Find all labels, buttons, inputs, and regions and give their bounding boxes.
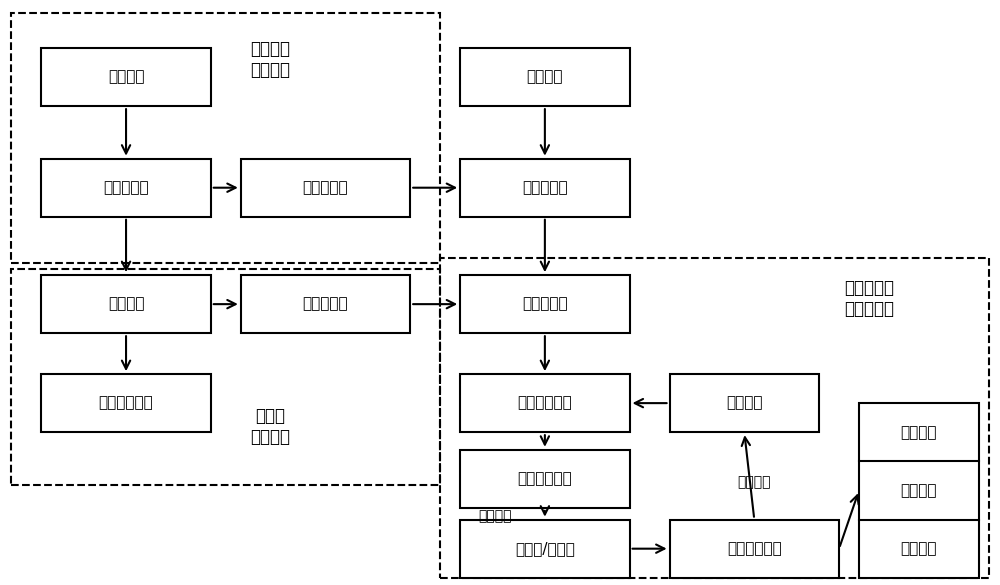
Text: 储能变流器: 储能变流器 xyxy=(303,297,348,312)
FancyBboxPatch shape xyxy=(41,275,211,333)
Text: 摩擦热能: 摩擦热能 xyxy=(901,425,937,440)
Text: 分布式
储能系统: 分布式 储能系统 xyxy=(251,407,291,446)
Text: 输出能量: 输出能量 xyxy=(478,510,512,524)
FancyBboxPatch shape xyxy=(460,519,630,578)
Text: 交流配电柜: 交流配电柜 xyxy=(522,180,568,195)
FancyBboxPatch shape xyxy=(460,275,630,333)
Text: 车载电池能
量回收系统: 车载电池能 量回收系统 xyxy=(844,279,894,318)
FancyBboxPatch shape xyxy=(460,450,630,508)
Text: 充电系统: 充电系统 xyxy=(726,395,763,411)
FancyBboxPatch shape xyxy=(41,48,211,106)
FancyBboxPatch shape xyxy=(460,48,630,106)
Text: 清洁能源
发电系统: 清洁能源 发电系统 xyxy=(251,40,291,79)
Text: 卡车储蓄电池: 卡车储蓄电池 xyxy=(518,395,572,411)
Text: 光伏组件: 光伏组件 xyxy=(108,70,144,85)
FancyBboxPatch shape xyxy=(460,159,630,217)
Text: 直流配电柜: 直流配电柜 xyxy=(103,180,149,195)
FancyBboxPatch shape xyxy=(460,374,630,432)
Text: 电动机/发电机: 电动机/发电机 xyxy=(515,541,575,556)
Text: 车辆充电站: 车辆充电站 xyxy=(522,297,568,312)
Text: 国家电网: 国家电网 xyxy=(527,70,563,85)
FancyBboxPatch shape xyxy=(670,374,819,432)
FancyBboxPatch shape xyxy=(859,403,979,578)
Text: 并网逆变器: 并网逆变器 xyxy=(303,180,348,195)
FancyBboxPatch shape xyxy=(41,159,211,217)
FancyBboxPatch shape xyxy=(670,519,839,578)
Text: 电池管理系统: 电池管理系统 xyxy=(99,395,153,411)
Text: 馈能控制系统: 馈能控制系统 xyxy=(727,541,782,556)
Text: 电机驱动系统: 电机驱动系统 xyxy=(518,472,572,486)
Text: 下坡滑行: 下坡滑行 xyxy=(901,483,937,498)
Text: 刹车制动: 刹车制动 xyxy=(901,541,937,556)
Text: 回收能量: 回收能量 xyxy=(738,474,771,488)
FancyBboxPatch shape xyxy=(241,159,410,217)
FancyBboxPatch shape xyxy=(241,275,410,333)
FancyBboxPatch shape xyxy=(41,374,211,432)
Text: 储能电池: 储能电池 xyxy=(108,297,144,312)
